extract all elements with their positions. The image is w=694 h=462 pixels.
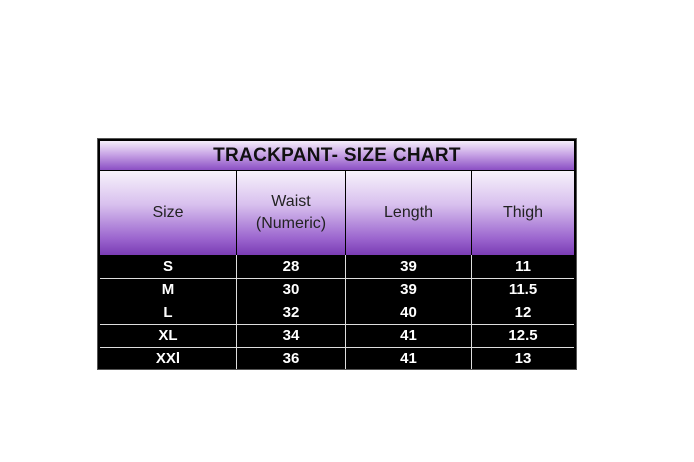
- table-cell: 12: [514, 304, 532, 321]
- column-divider: [345, 255, 346, 369]
- table-cell: 32: [282, 304, 300, 321]
- table-cell: 41: [400, 327, 417, 344]
- table-cell: S: [162, 258, 173, 275]
- row-divider: [100, 347, 574, 348]
- table-cell: 30: [282, 281, 300, 298]
- size-chart-table: TRACKPANT- SIZE CHART Size Waist (Numeric…: [97, 138, 577, 370]
- column-header: Waist (Numeric): [237, 171, 345, 255]
- table-cell: 28: [282, 258, 300, 275]
- table-cell: 41: [400, 350, 417, 367]
- table-cell: 13: [514, 350, 532, 367]
- column-header: Size: [100, 171, 236, 255]
- column-header: Thigh: [472, 171, 574, 255]
- table-title: TRACKPANT- SIZE CHART: [100, 141, 574, 170]
- table-cell: 11: [515, 258, 531, 275]
- table-cell: 12.5: [508, 327, 538, 344]
- row-divider: [100, 278, 574, 279]
- table-cell: 39: [400, 258, 417, 275]
- table-cell: 34: [282, 327, 300, 344]
- table-cell: 36: [282, 350, 300, 367]
- column-divider: [236, 255, 237, 369]
- column-divider: [471, 255, 472, 369]
- table-cell: M: [161, 281, 175, 298]
- table-cell: XXl: [155, 350, 181, 367]
- table-cell: L: [163, 304, 173, 321]
- column-header: Length: [346, 171, 471, 255]
- table-cell: XL: [158, 327, 178, 344]
- table-cell: 11.5: [508, 281, 538, 298]
- table-cell: 40: [400, 304, 417, 321]
- table-cell: 39: [400, 281, 417, 298]
- row-divider: [100, 324, 574, 325]
